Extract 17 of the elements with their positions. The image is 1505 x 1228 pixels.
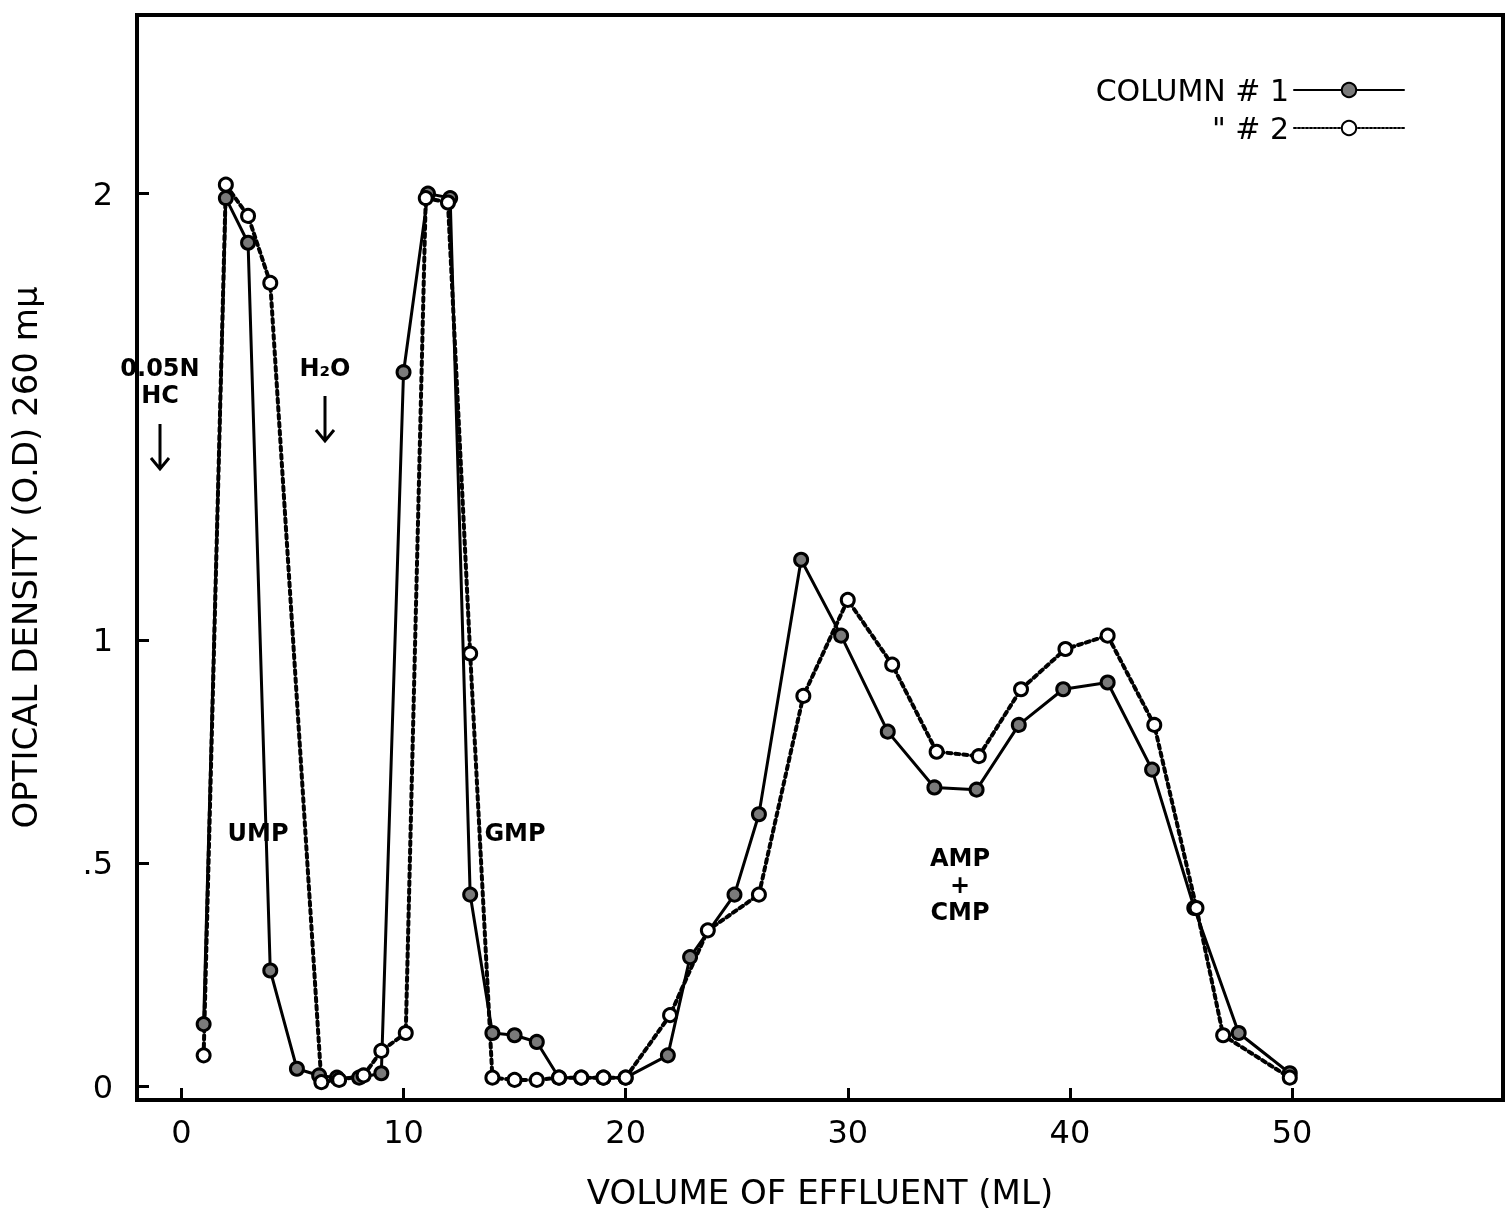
legend-label: COLUMN # 1	[1095, 72, 1289, 108]
annotation: AMP + CMP	[929, 843, 991, 926]
x-tick-label: 20	[605, 1113, 647, 1151]
y-tick-label: 1	[92, 621, 113, 660]
y-axis-title: OPTICAL DENSITY (O.D) 260 mμ	[5, 286, 45, 829]
annotation: H₂O	[299, 353, 351, 382]
annotation: GMP	[484, 818, 546, 847]
x-tick-label: 0	[171, 1113, 192, 1151]
x-tick-label: 50	[1271, 1113, 1313, 1151]
x-axis-title: VOLUME OF EFFLUENT (ML)	[586, 1172, 1054, 1212]
y-tick-label: 0	[92, 1067, 113, 1106]
legend-label: " # 2	[1211, 110, 1289, 146]
y-tick-label: .5	[82, 844, 113, 883]
x-tick-label: 40	[1049, 1113, 1091, 1151]
x-tick-label: 30	[827, 1113, 869, 1151]
x-tick-label: 10	[383, 1113, 424, 1151]
y-tick-label: 2	[92, 174, 113, 213]
